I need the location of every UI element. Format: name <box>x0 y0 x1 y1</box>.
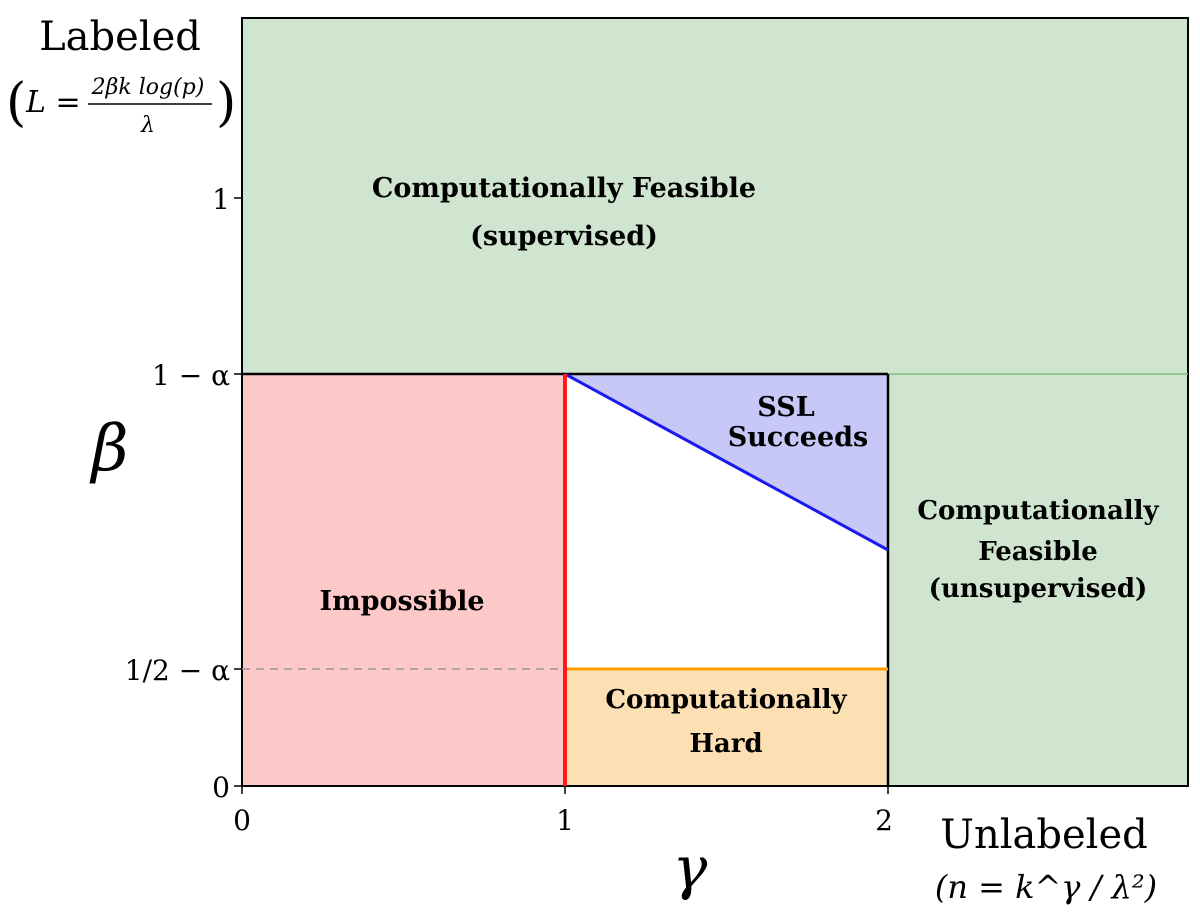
blue-boundary <box>564 372 889 552</box>
feasible-supervised-label: Computationally Feasible <box>372 173 756 204</box>
feasible-supervised-label: (supervised) <box>470 221 658 252</box>
y-axis-formula-lhs: L = <box>25 85 81 120</box>
impossible-label: Impossible <box>319 586 484 617</box>
plot-border <box>241 17 1189 787</box>
y-axis-formula-denominator: λ <box>140 113 155 138</box>
y-tick-label: 0 <box>212 771 230 804</box>
hard-region <box>565 669 888 786</box>
y-axis-symbol: β <box>90 412 129 486</box>
y-axis-formula-bracket-left: ( <box>6 73 26 133</box>
feasible-unsupervised-label: Computationally <box>917 496 1159 526</box>
x-tick-label: 0 <box>233 804 251 837</box>
y-tick-label: 1 <box>212 183 230 216</box>
x-axis-title: Unlabeled <box>940 812 1147 858</box>
y-tick-label: 1/2 − α <box>125 654 230 687</box>
hard-label: Hard <box>689 729 762 759</box>
y-axis-title: Labeled <box>39 14 201 60</box>
feasible-unsupervised-label: Feasible <box>978 537 1098 567</box>
x-axis-formula: (n = k^γ / λ²) <box>935 868 1157 906</box>
hard-label: Computationally <box>605 685 847 715</box>
ssl-succeeds-label: SSL <box>757 392 814 423</box>
x-tick-label: 2 <box>875 804 893 837</box>
x-axis-symbol: γ <box>673 834 708 902</box>
x-tick-label: 1 <box>556 804 574 837</box>
ssl-succeeds-label: Succeeds <box>728 422 868 453</box>
impossible-region <box>242 374 565 786</box>
y-axis-formula-numerator: 2βk log(p) <box>91 75 205 100</box>
y-axis-formula-bracket-right: ) <box>216 73 236 133</box>
y-tick-label: 1 − α <box>152 359 230 392</box>
feasible-unsupervised-label: (unsupervised) <box>929 574 1148 604</box>
